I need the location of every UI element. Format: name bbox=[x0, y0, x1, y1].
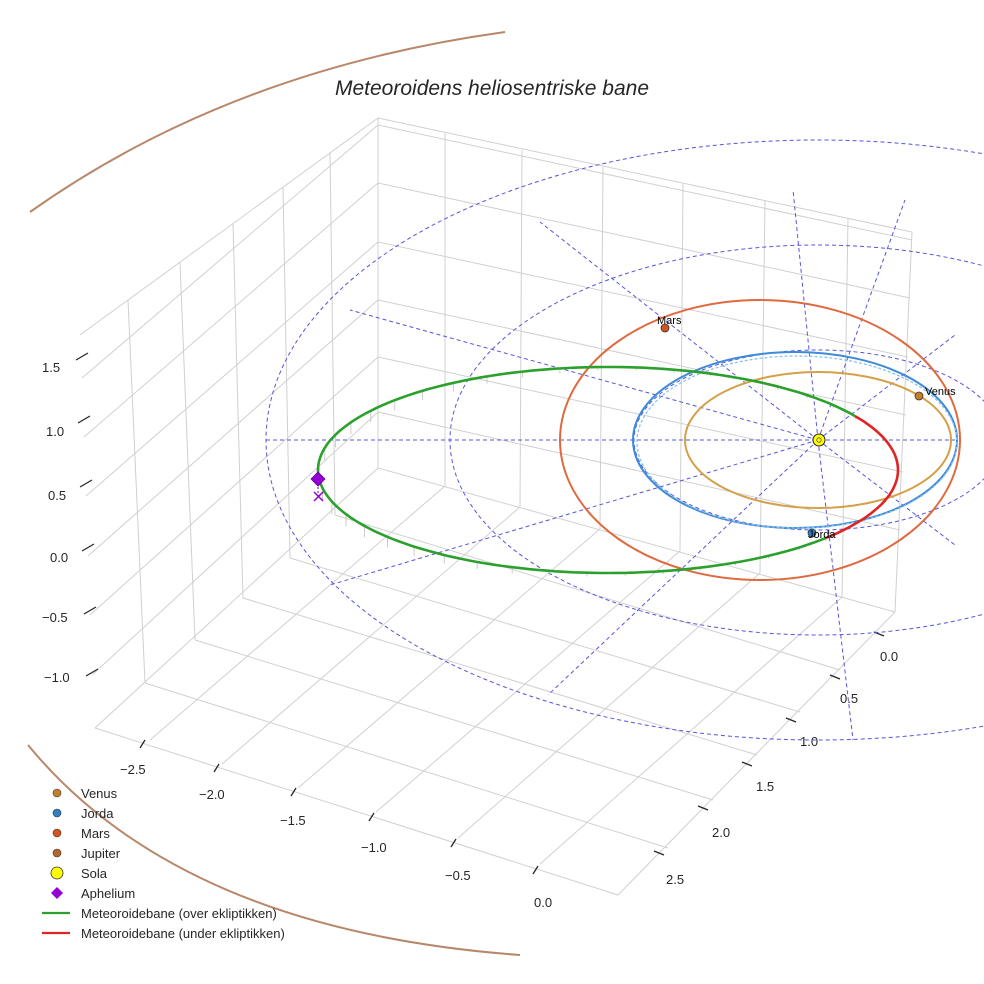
y-tick-label: 2.0 bbox=[712, 825, 730, 840]
legend-label: Aphelium bbox=[81, 886, 135, 901]
legend-label: Sola bbox=[81, 866, 108, 881]
z-tick-label: 1.0 bbox=[46, 424, 64, 439]
x-axis-ticks: −2.5 −2.0 −1.5 −1.0 −0.5 0.0 bbox=[120, 762, 552, 910]
y-tick-label: 0.5 bbox=[840, 691, 858, 706]
legend-label: Jorda bbox=[81, 806, 114, 821]
x-tick-label: −2.5 bbox=[120, 762, 146, 777]
legend-label: Venus bbox=[81, 786, 118, 801]
x-tick-label: −1.5 bbox=[280, 813, 306, 828]
z-tick-label: 1.5 bbox=[42, 360, 60, 375]
venus-marker bbox=[914, 391, 924, 401]
planet-orbits bbox=[559, 299, 961, 581]
earth-label: Jorda bbox=[808, 529, 836, 541]
venus-label: Venus bbox=[925, 386, 956, 398]
z-tick-label: −1.0 bbox=[44, 670, 70, 685]
axes-grid bbox=[79, 117, 913, 896]
meteoroid-orbit-above bbox=[316, 365, 856, 575]
ecliptic-reference-grid bbox=[265, 139, 984, 741]
legend-item-aphelium: Aphelium bbox=[51, 886, 135, 901]
chart-title: Meteoroidens heliosentriske bane bbox=[335, 77, 649, 100]
legend-item-mars: Mars bbox=[52, 826, 110, 841]
y-tick-label: 1.0 bbox=[800, 734, 818, 749]
legend-item-venus: Venus bbox=[52, 786, 118, 801]
z-tick-label: 0.5 bbox=[48, 488, 66, 503]
legend-item-meteor-below: Meteoroidebane (under ekliptikken) bbox=[42, 926, 285, 941]
aphelion-marker bbox=[310, 471, 326, 502]
legend-label: Mars bbox=[81, 826, 110, 841]
mars-label: Mars bbox=[657, 315, 682, 327]
y-tick-label: 0.0 bbox=[880, 649, 898, 664]
z-axis-ticks: 1.5 1.0 0.5 0.0 −0.5 −1.0 bbox=[42, 360, 70, 685]
legend-label: Meteoroidebane (over ekliptikken) bbox=[81, 906, 277, 921]
sun-marker bbox=[812, 433, 826, 447]
earth-orbit-dashed bbox=[636, 355, 958, 529]
legend-label: Jupiter bbox=[81, 846, 121, 861]
legend: Venus Jorda Mars Jupiter Sola Aphelium M… bbox=[42, 786, 285, 941]
mars-marker bbox=[660, 323, 670, 333]
x-tick-label: −0.5 bbox=[445, 868, 471, 883]
legend-label: Meteoroidebane (under ekliptikken) bbox=[81, 926, 285, 941]
legend-item-jupiter: Jupiter bbox=[52, 846, 121, 861]
x-tick-label: −1.0 bbox=[361, 840, 387, 855]
jupiter-orbit-arc-bottom bbox=[27, 744, 521, 956]
x-tick-label: 0.0 bbox=[534, 895, 552, 910]
y-tick-label: 1.5 bbox=[756, 779, 774, 794]
y-axis-ticks: 0.0 0.5 1.0 1.5 2.0 2.5 bbox=[666, 649, 898, 887]
z-tick-label: −0.5 bbox=[42, 610, 68, 625]
legend-item-sola: Sola bbox=[50, 866, 108, 881]
z-tick-label: 0.0 bbox=[50, 550, 68, 565]
x-tick-label: −2.0 bbox=[199, 787, 225, 802]
legend-item-meteor-above: Meteoroidebane (over ekliptikken) bbox=[42, 906, 277, 921]
meteoroid-orbit-below bbox=[825, 415, 900, 540]
legend-item-jorda: Jorda bbox=[52, 806, 114, 821]
y-tick-label: 2.5 bbox=[666, 872, 684, 887]
venus-orbit bbox=[684, 371, 952, 509]
jupiter-orbit-arc-top bbox=[29, 31, 506, 213]
axis-tick-marks bbox=[75, 352, 885, 875]
mars-orbit bbox=[559, 299, 961, 581]
earth-marker bbox=[807, 528, 817, 538]
